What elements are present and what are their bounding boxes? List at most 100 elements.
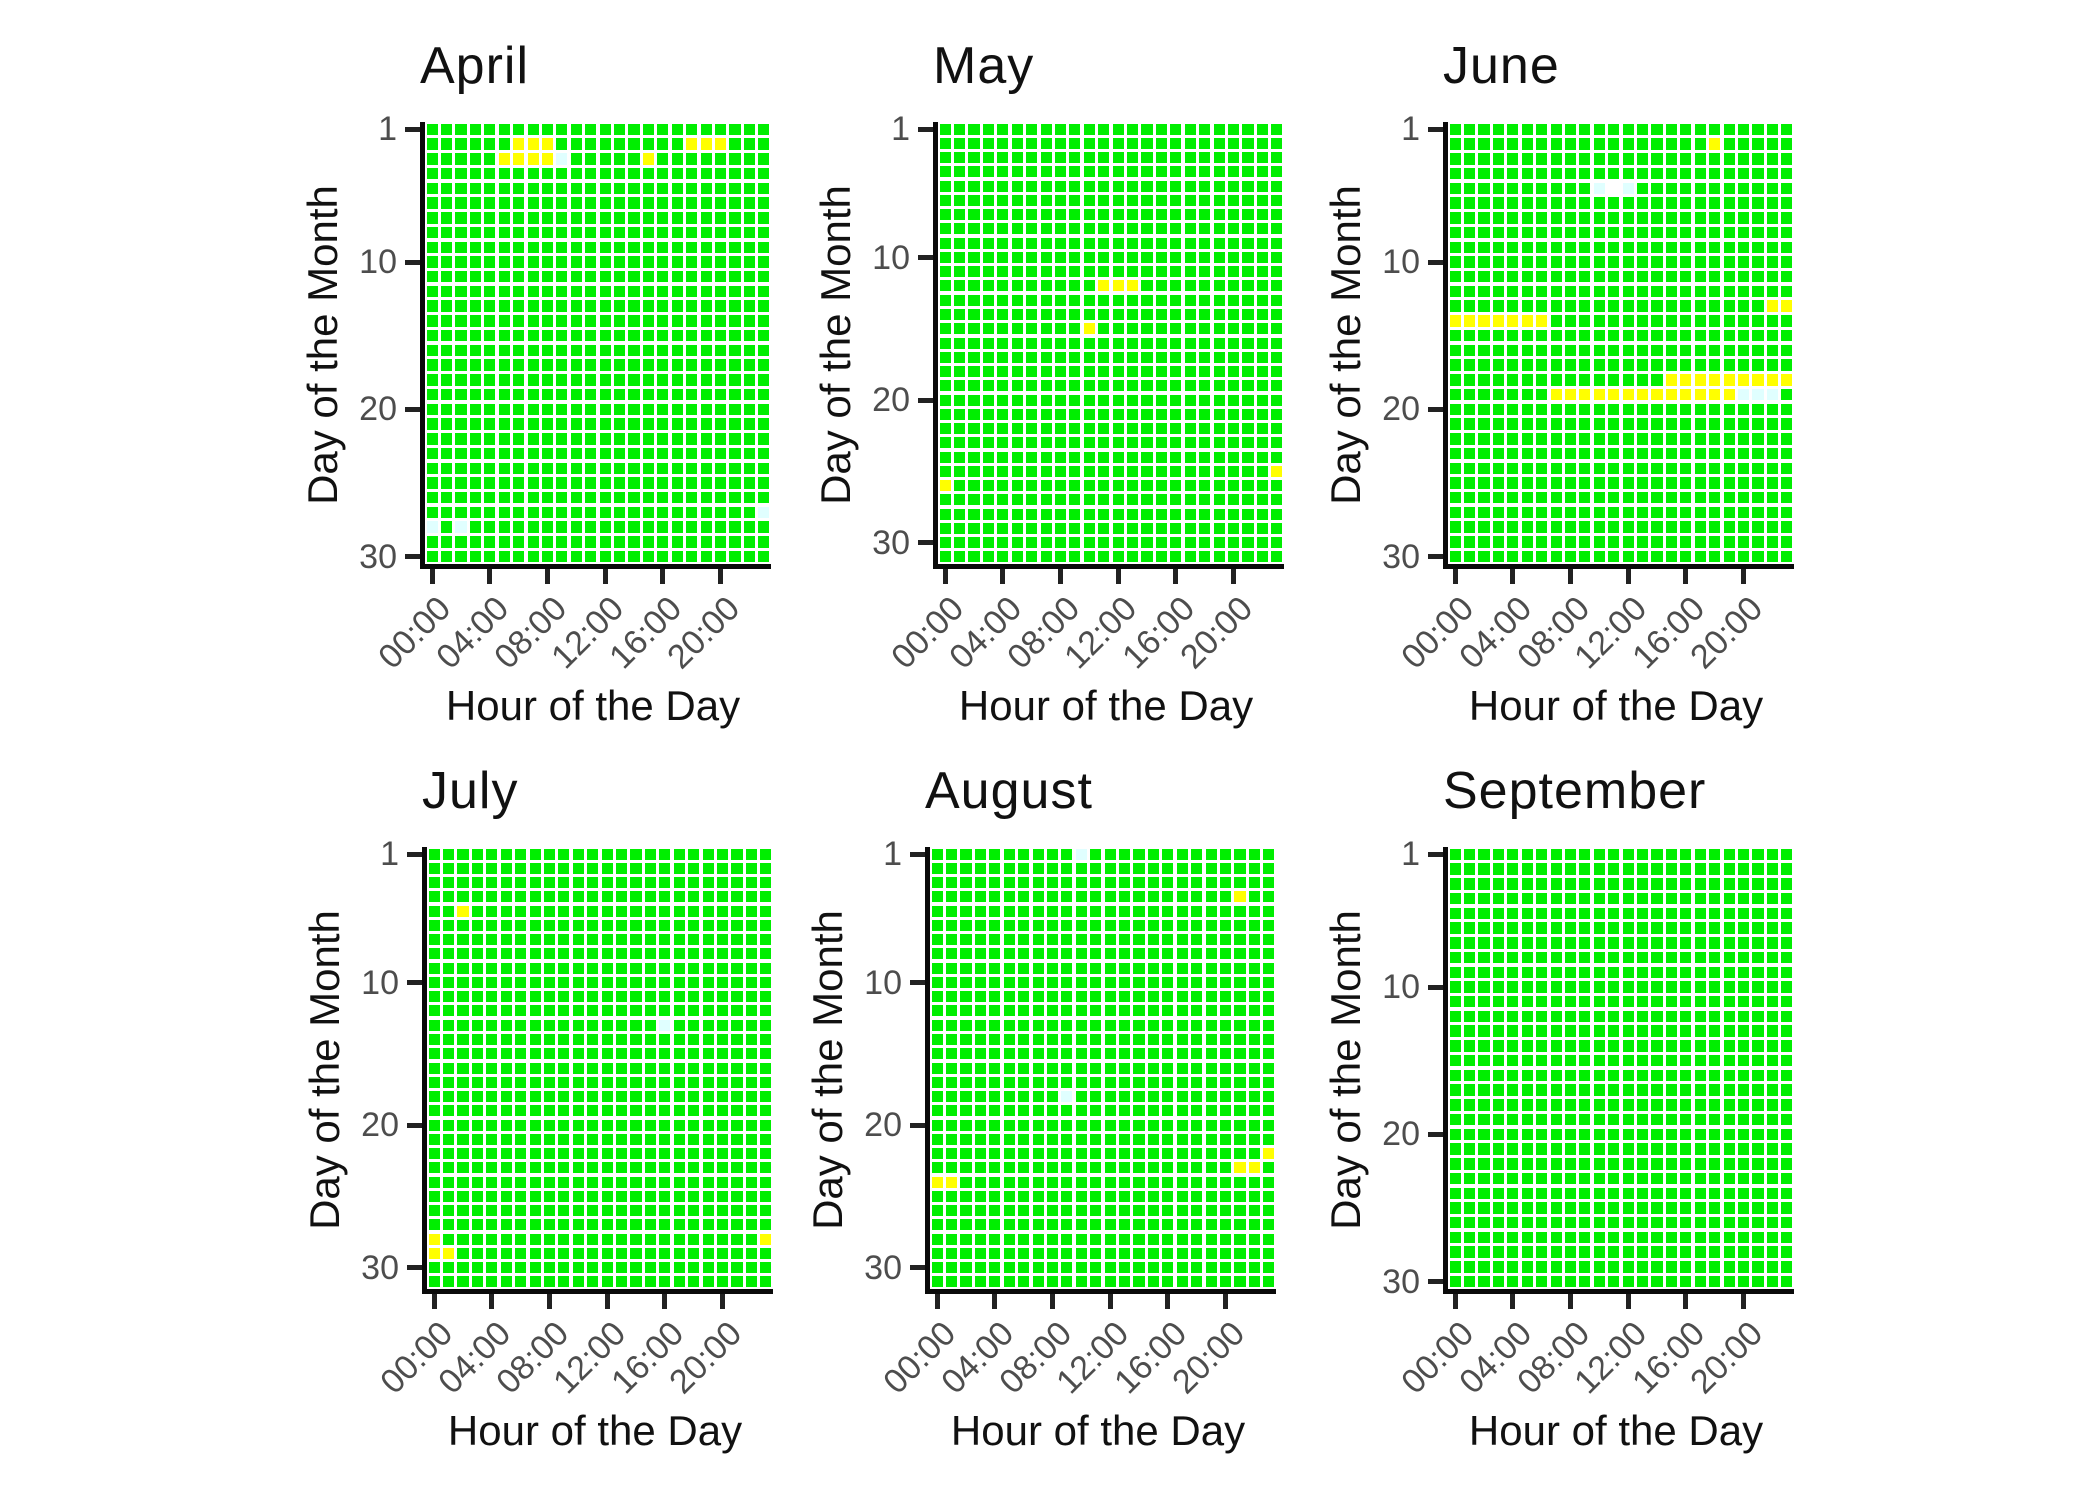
tile bbox=[1680, 418, 1692, 430]
tile bbox=[1665, 995, 1677, 1008]
tile bbox=[527, 447, 539, 460]
tile bbox=[628, 418, 640, 430]
tile bbox=[1141, 537, 1153, 549]
tile bbox=[616, 991, 628, 1003]
tile bbox=[1507, 1040, 1519, 1052]
tile bbox=[541, 285, 554, 298]
tile bbox=[1665, 937, 1677, 949]
tile bbox=[1593, 1202, 1605, 1214]
tile bbox=[1083, 152, 1095, 164]
tile bbox=[1766, 892, 1778, 905]
tile bbox=[968, 551, 980, 563]
tile bbox=[1536, 491, 1548, 504]
tile bbox=[657, 536, 669, 548]
tile bbox=[1723, 1231, 1735, 1244]
tile bbox=[587, 1205, 599, 1217]
plot-wrap: 1 10 20 30 00:00 04:00 08:00 12:00 16:00 20:00 bbox=[1382, 111, 1794, 676]
tile bbox=[997, 437, 1009, 449]
tile bbox=[1271, 223, 1283, 235]
tile bbox=[714, 285, 727, 298]
tile bbox=[1083, 380, 1095, 392]
tile bbox=[570, 477, 582, 489]
tile bbox=[1608, 506, 1620, 519]
tile bbox=[954, 480, 966, 492]
tile bbox=[1680, 491, 1692, 504]
tile bbox=[1680, 1143, 1692, 1155]
tile bbox=[1665, 922, 1677, 934]
tile bbox=[601, 1162, 613, 1174]
tile bbox=[758, 300, 770, 312]
tile bbox=[644, 1176, 656, 1188]
y-tick-label: 1 bbox=[891, 110, 910, 149]
tile bbox=[628, 197, 640, 209]
tile bbox=[1492, 418, 1505, 430]
tile bbox=[1119, 1105, 1131, 1117]
tile bbox=[1090, 1076, 1102, 1088]
tile bbox=[556, 153, 568, 165]
tile bbox=[498, 300, 510, 312]
tile bbox=[1449, 1275, 1461, 1288]
tile bbox=[1608, 1069, 1620, 1082]
tile bbox=[628, 506, 640, 519]
tile bbox=[659, 934, 671, 946]
tile bbox=[498, 418, 510, 430]
tile bbox=[630, 1233, 642, 1245]
tile bbox=[1709, 1246, 1721, 1258]
tile bbox=[1155, 194, 1167, 206]
tile bbox=[587, 848, 599, 860]
tile bbox=[1579, 462, 1591, 474]
tile bbox=[1492, 329, 1505, 342]
tile bbox=[541, 344, 554, 357]
tile bbox=[484, 403, 496, 415]
tile bbox=[1564, 374, 1577, 386]
tile bbox=[1651, 863, 1663, 875]
tile bbox=[513, 256, 525, 268]
tile bbox=[486, 962, 498, 974]
tile bbox=[1263, 1048, 1275, 1060]
tile bbox=[616, 848, 628, 860]
tile bbox=[1709, 966, 1721, 978]
tile bbox=[572, 1162, 584, 1174]
tile bbox=[1127, 351, 1139, 363]
tile bbox=[968, 337, 980, 349]
tile bbox=[585, 153, 597, 165]
tile bbox=[931, 1176, 943, 1188]
tile bbox=[1564, 226, 1577, 239]
tile bbox=[1521, 878, 1533, 890]
tile bbox=[1492, 315, 1505, 327]
tile bbox=[614, 388, 626, 401]
tile bbox=[1651, 1054, 1663, 1067]
tile bbox=[1507, 1054, 1519, 1067]
tile bbox=[1155, 465, 1167, 477]
tile bbox=[601, 862, 613, 874]
tile bbox=[1766, 359, 1778, 371]
tile bbox=[486, 862, 498, 874]
tile bbox=[743, 138, 755, 150]
tile bbox=[513, 123, 525, 136]
tile bbox=[1651, 182, 1663, 194]
tile bbox=[1608, 491, 1620, 504]
tile bbox=[939, 494, 951, 506]
tile bbox=[1723, 212, 1735, 224]
tile bbox=[1069, 237, 1081, 249]
tile bbox=[1112, 494, 1124, 506]
tile bbox=[426, 167, 438, 180]
tile bbox=[1205, 1005, 1217, 1017]
tile bbox=[543, 1119, 556, 1131]
tile bbox=[587, 1048, 599, 1060]
tile bbox=[513, 550, 525, 563]
tile bbox=[1622, 123, 1634, 136]
tile bbox=[1550, 329, 1562, 342]
tile bbox=[1263, 848, 1275, 860]
tile bbox=[1213, 351, 1225, 363]
tile bbox=[1550, 418, 1562, 430]
tile bbox=[614, 344, 626, 357]
tile bbox=[484, 462, 496, 474]
tile bbox=[1680, 285, 1692, 298]
tile bbox=[1040, 522, 1052, 534]
tile bbox=[731, 1133, 743, 1145]
tile bbox=[1694, 123, 1706, 136]
x-tick-mark bbox=[1625, 569, 1631, 584]
tile bbox=[543, 1247, 556, 1259]
y-tick-mark bbox=[407, 1122, 422, 1128]
